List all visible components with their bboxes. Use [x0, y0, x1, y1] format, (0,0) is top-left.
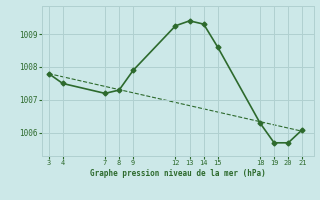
X-axis label: Graphe pression niveau de la mer (hPa): Graphe pression niveau de la mer (hPa) — [90, 169, 266, 178]
